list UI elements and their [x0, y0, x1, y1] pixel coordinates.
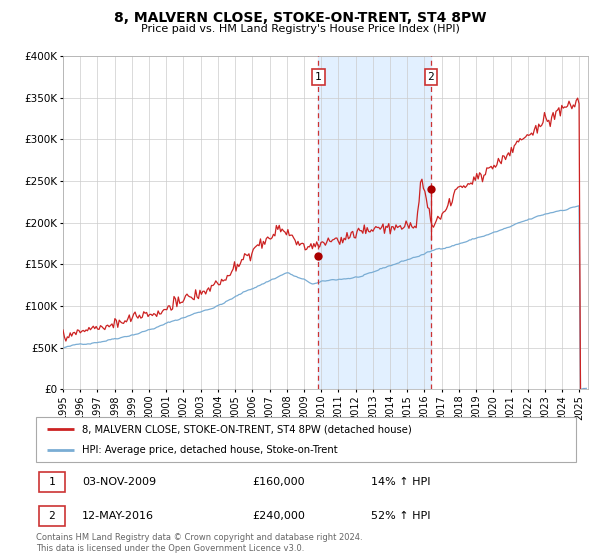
Text: Price paid vs. HM Land Registry's House Price Index (HPI): Price paid vs. HM Land Registry's House … [140, 24, 460, 34]
Text: 8, MALVERN CLOSE, STOKE-ON-TRENT, ST4 8PW (detached house): 8, MALVERN CLOSE, STOKE-ON-TRENT, ST4 8P… [82, 424, 412, 435]
Text: £240,000: £240,000 [252, 511, 305, 521]
FancyBboxPatch shape [36, 417, 576, 462]
Text: 8, MALVERN CLOSE, STOKE-ON-TRENT, ST4 8PW: 8, MALVERN CLOSE, STOKE-ON-TRENT, ST4 8P… [114, 11, 486, 25]
Text: 03-NOV-2009: 03-NOV-2009 [82, 477, 156, 487]
Text: 12-MAY-2016: 12-MAY-2016 [82, 511, 154, 521]
Text: HPI: Average price, detached house, Stoke-on-Trent: HPI: Average price, detached house, Stok… [82, 445, 338, 455]
FancyBboxPatch shape [39, 472, 65, 492]
Text: 1: 1 [48, 477, 55, 487]
Text: £160,000: £160,000 [252, 477, 305, 487]
Text: 1: 1 [315, 72, 322, 82]
Text: Contains HM Land Registry data © Crown copyright and database right 2024.
This d: Contains HM Land Registry data © Crown c… [36, 533, 362, 553]
Bar [319, 56, 431, 389]
Text: 2: 2 [48, 511, 55, 521]
Text: 52% ↑ HPI: 52% ↑ HPI [371, 511, 430, 521]
Text: 2: 2 [427, 72, 434, 82]
Text: 14% ↑ HPI: 14% ↑ HPI [371, 477, 430, 487]
FancyBboxPatch shape [39, 506, 65, 526]
